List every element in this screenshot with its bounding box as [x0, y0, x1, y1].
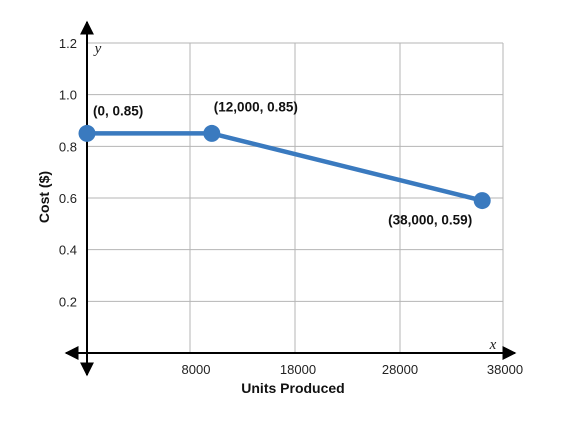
grid	[87, 42, 504, 353]
x-variable-label: x	[489, 337, 497, 353]
axes	[64, 20, 517, 377]
y-tick-label: 0.4	[59, 243, 77, 258]
y-variable-label: y	[93, 41, 102, 57]
y-axis-title: Cost ($)	[36, 171, 52, 223]
x-axis-title: Units Produced	[241, 380, 344, 396]
y-tick-labels: 0.2 0.4 0.6 0.8 1.0 1.2	[59, 36, 77, 309]
y-tick-label: 0.8	[59, 139, 77, 154]
data-point	[203, 124, 221, 142]
x-tick-labels: 8000 18000 28000 38000	[182, 362, 524, 377]
x-tick-label: 18000	[280, 362, 316, 377]
series-line	[87, 131, 483, 203]
x-tick-label: 8000	[182, 362, 211, 377]
y-tick-label: 1.0	[59, 88, 77, 103]
data-point	[78, 124, 96, 142]
x-tick-label: 38000	[487, 362, 523, 377]
y-tick-label: 1.2	[59, 36, 77, 51]
data-point-label: (38,000, 0.59)	[388, 213, 472, 228]
x-tick-label: 28000	[382, 362, 418, 377]
data-point	[473, 192, 491, 210]
series-layer: (0, 0.85) (12,000, 0.85) (38,000, 0.59)	[78, 99, 491, 228]
y-tick-label: 0.6	[59, 191, 77, 206]
y-tick-label: 0.2	[59, 294, 77, 309]
data-point-label: (12,000, 0.85)	[214, 99, 298, 114]
data-point-label: (0, 0.85)	[93, 103, 143, 118]
